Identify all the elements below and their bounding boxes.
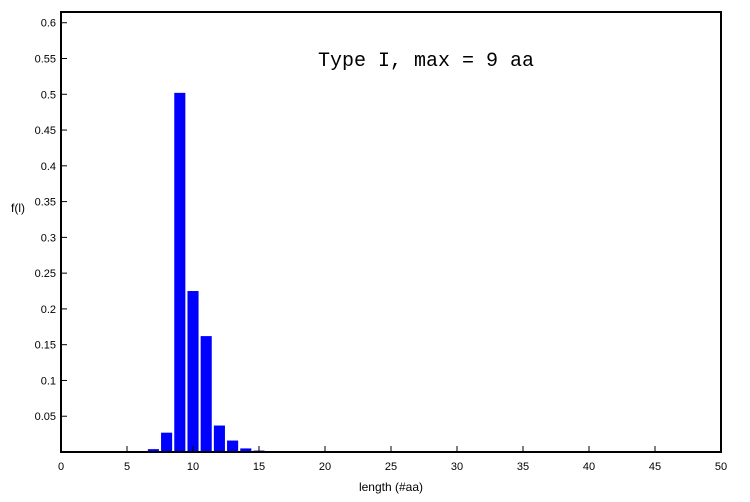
bar-10: [187, 291, 199, 452]
bars-group: [147, 92, 344, 452]
x-tick-label: 50: [715, 461, 727, 473]
y-axis-ticks: 0.05 0.1 0.15 0.2 0.25 0.3 0.35 0.4 0.45 0.5 0.55 0…: [35, 18, 67, 423]
x-tick-label: 30: [451, 461, 463, 473]
x-tick-label: 45: [649, 461, 661, 473]
y-tick-label: 0.5: [41, 89, 56, 101]
bar-9: [174, 92, 186, 452]
bar-14: [240, 448, 252, 452]
chart-annotation: Type I, max = 9 aa: [318, 50, 534, 73]
y-tick-label: 0.3: [41, 232, 56, 244]
y-tick-label: 0.2: [41, 304, 56, 316]
y-tick-label: 0.25: [35, 268, 56, 280]
y-tick-label: 0.1: [41, 375, 56, 387]
bar-12: [213, 425, 225, 452]
x-axis-label: length (#aa): [359, 480, 423, 494]
y-tick-label: 0.4: [41, 161, 56, 173]
bar-7: [147, 449, 159, 452]
x-tick-label: 0: [58, 461, 64, 473]
bar-13: [227, 440, 239, 452]
y-tick-label: 0.15: [35, 340, 56, 352]
y-tick-label: 0.45: [35, 125, 56, 137]
x-tick-label: 15: [253, 461, 265, 473]
x-tick-label: 35: [517, 461, 529, 473]
x-tick-label: 20: [319, 461, 331, 473]
x-tick-label: 40: [583, 461, 595, 473]
x-tick-label: 10: [187, 461, 199, 473]
y-tick-label: 0.6: [41, 18, 56, 30]
bar-8: [161, 432, 173, 452]
y-tick-label: 0.35: [35, 197, 56, 209]
y-axis-label: f(l): [11, 201, 25, 215]
y-tick-label: 0.05: [35, 411, 56, 423]
bar-11: [200, 336, 212, 452]
x-axis-ticks: 0 5 10 15 20 25 30 35 40 45 50: [58, 446, 727, 473]
y-tick-label: 0.55: [35, 54, 56, 66]
x-tick-label: 25: [385, 461, 397, 473]
plot-frame: [60, 11, 722, 453]
x-tick-label: 5: [124, 461, 130, 473]
